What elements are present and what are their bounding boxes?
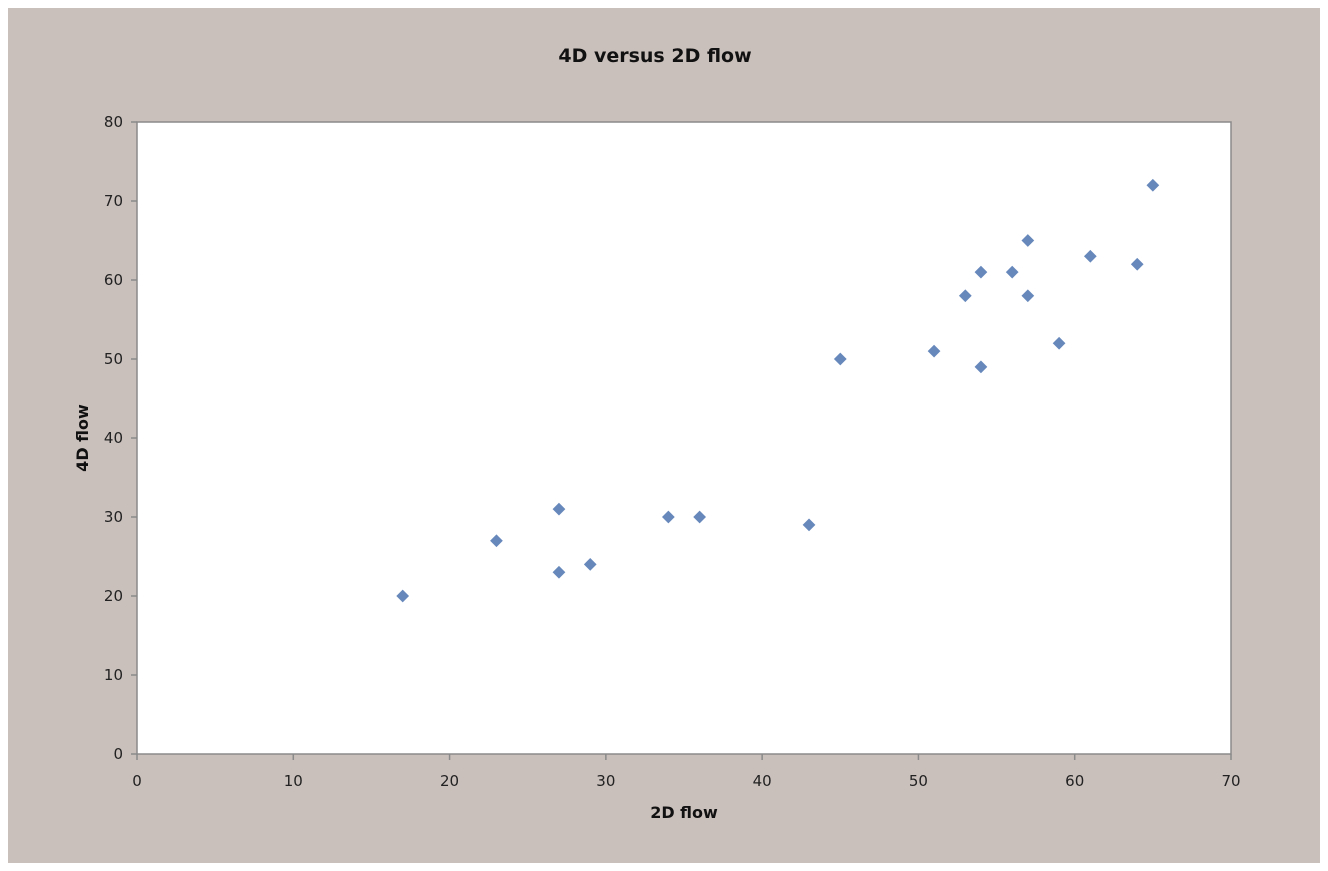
- x-tick-label: 0: [132, 772, 142, 790]
- y-tick-label: 40: [104, 429, 123, 447]
- y-tick-label: 10: [104, 666, 123, 684]
- x-tick-label: 40: [753, 772, 772, 790]
- data-point: [1021, 289, 1035, 303]
- y-tick-label: 60: [104, 271, 123, 289]
- x-tick-label: 30: [596, 772, 615, 790]
- y-tick-label: 20: [104, 587, 123, 605]
- y-tick-label: 30: [104, 508, 123, 526]
- y-tick-label: 0: [113, 745, 123, 763]
- x-axis-ticks: 0 10 20 30 40 50 60 70: [132, 754, 1241, 790]
- y-tick-label: 80: [104, 113, 123, 131]
- x-tick-label: 70: [1221, 772, 1240, 790]
- x-tick-label: 20: [440, 772, 459, 790]
- chart-title: 4D versus 2D flow: [558, 45, 751, 67]
- x-tick-label: 10: [284, 772, 303, 790]
- y-axis-title: 4D flow: [73, 404, 92, 472]
- y-tick-label: 70: [104, 192, 123, 210]
- x-tick-label: 50: [909, 772, 928, 790]
- data-point: [1021, 234, 1035, 247]
- y-axis-ticks: 0 10 20 30 40 50 60 70 80: [104, 113, 137, 763]
- plot-area: [136, 121, 1232, 755]
- x-axis-title: 2D flow: [650, 803, 718, 822]
- y-tick-label: 50: [104, 350, 123, 368]
- x-tick-label: 60: [1065, 772, 1084, 790]
